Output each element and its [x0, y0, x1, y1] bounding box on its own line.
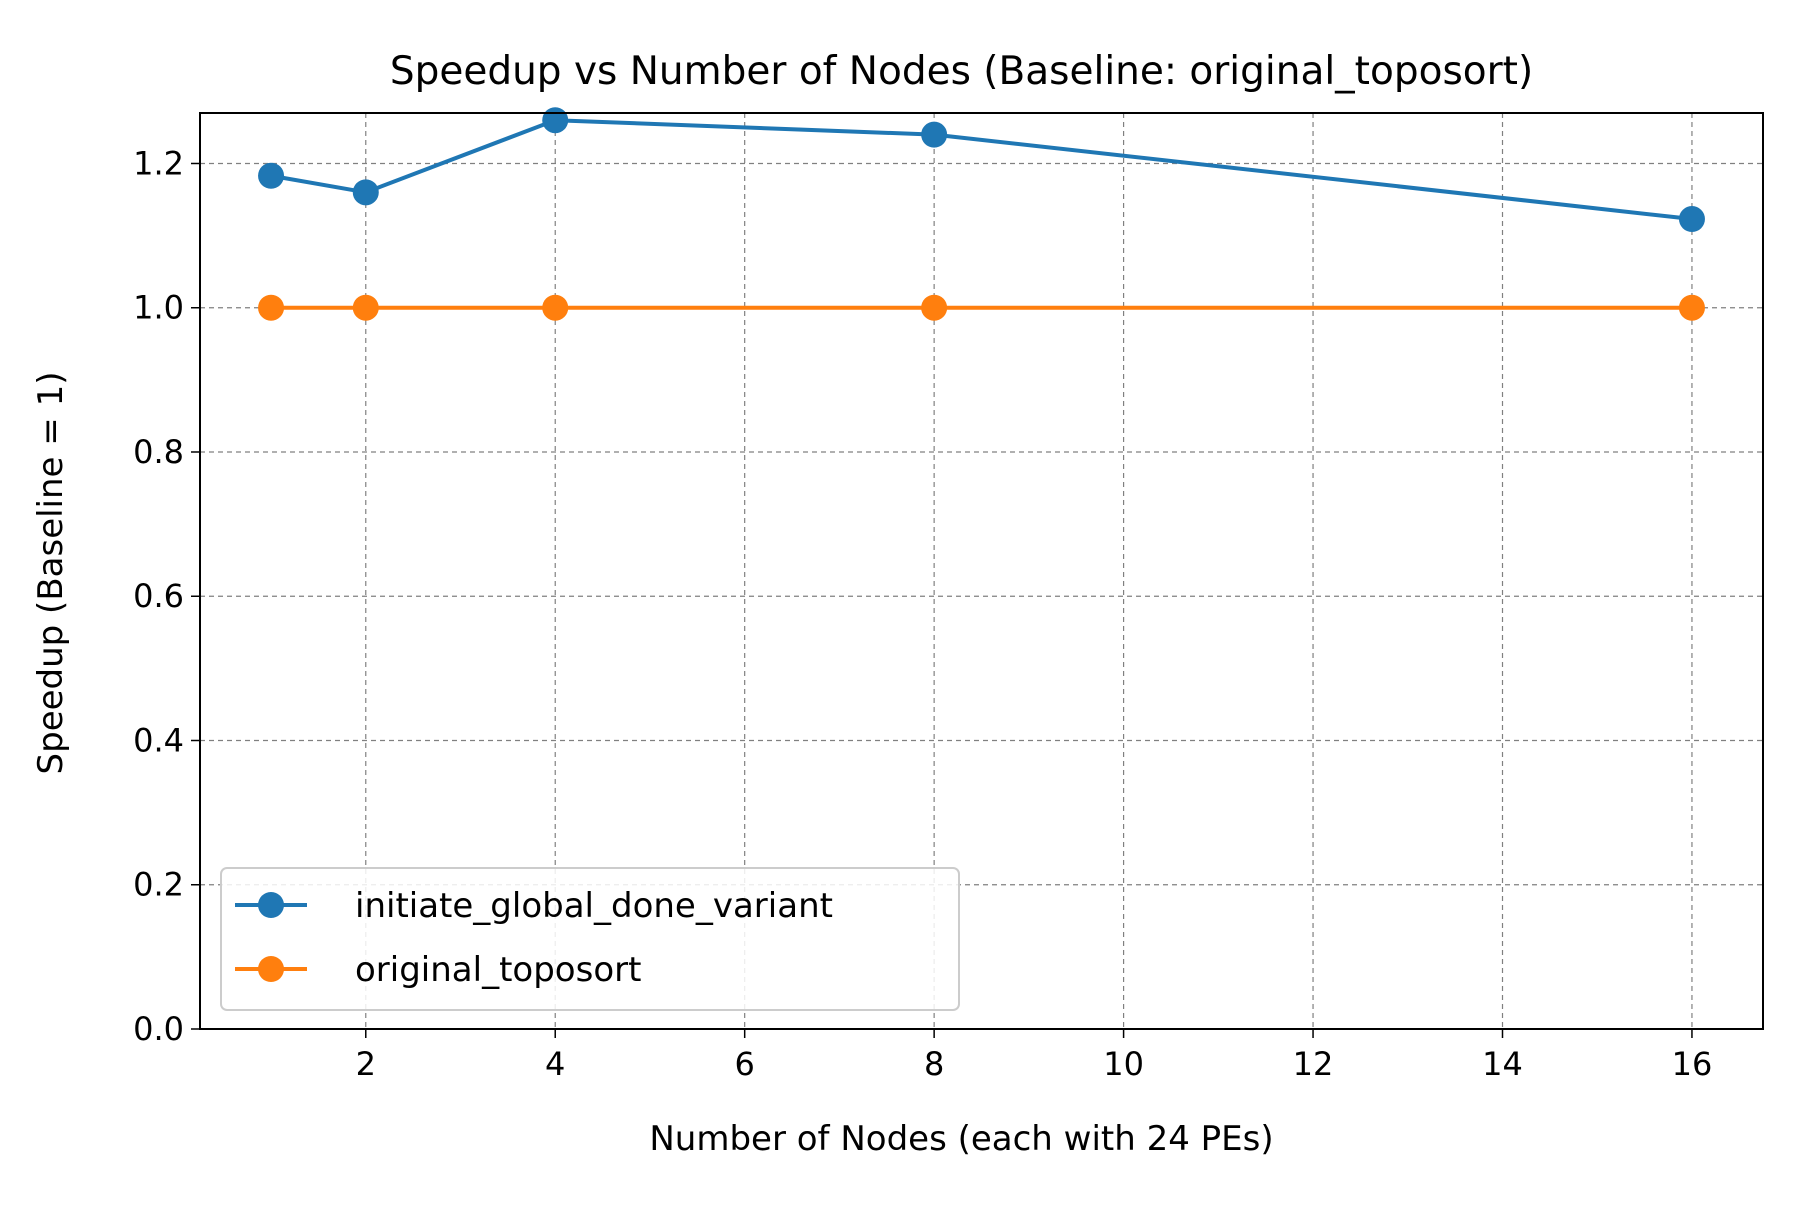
y-tick-label: 0.2 — [133, 866, 184, 904]
legend-marker — [258, 892, 284, 918]
data-point — [542, 294, 569, 321]
legend-item: initiate_global_done_variant — [235, 886, 833, 926]
x-axis-label: Number of Nodes (each with 24 PEs) — [649, 1119, 1273, 1159]
y-tick-label: 1.2 — [133, 144, 184, 182]
plot-frame — [199, 112, 1764, 1030]
legend-item: original_toposort — [235, 950, 641, 990]
legend-label: initiate_global_done_variant — [355, 886, 833, 926]
data-point — [542, 107, 569, 134]
data-point — [921, 121, 948, 148]
y-tick-label: 0.0 — [133, 1010, 184, 1048]
data-point — [352, 294, 379, 321]
data-point — [1678, 206, 1705, 233]
data-point — [258, 162, 285, 189]
data-point — [921, 294, 948, 321]
y-axis-label: Speedup (Baseline = 1) — [31, 372, 71, 775]
series-original-toposort — [258, 294, 1705, 321]
x-tick-label: 8 — [924, 1045, 944, 1083]
series-initiate-global-done-variant — [258, 107, 1705, 233]
tick-layer: 2 4 6 8 10 12 14 16 0.0 0.2 0.4 0.6 0.8 1.0 1.2 — [133, 144, 1712, 1083]
legend-marker — [258, 956, 284, 982]
data-point — [1678, 294, 1705, 321]
x-tick-label: 4 — [545, 1045, 565, 1083]
data-point — [258, 294, 285, 321]
y-tick-label: 0.8 — [133, 433, 184, 471]
x-tick-label: 6 — [735, 1045, 755, 1083]
x-tick-label: 10 — [1103, 1045, 1144, 1083]
series-layer — [258, 107, 1705, 321]
x-tick-label: 14 — [1482, 1045, 1523, 1083]
x-tick-label: 2 — [356, 1045, 376, 1083]
chart-title: Speedup vs Number of Nodes (Baseline: or… — [390, 49, 1533, 94]
x-tick-label: 12 — [1293, 1045, 1334, 1083]
y-tick-label: 1.0 — [133, 289, 184, 327]
legend: initiate_global_done_variant original_top… — [220, 867, 960, 1011]
x-tick-label: 16 — [1672, 1045, 1713, 1083]
legend-box — [220, 867, 960, 1011]
y-tick-label: 0.6 — [133, 577, 184, 615]
data-point — [352, 179, 379, 206]
legend-label: original_toposort — [355, 950, 641, 990]
y-tick-label: 0.4 — [133, 721, 184, 759]
